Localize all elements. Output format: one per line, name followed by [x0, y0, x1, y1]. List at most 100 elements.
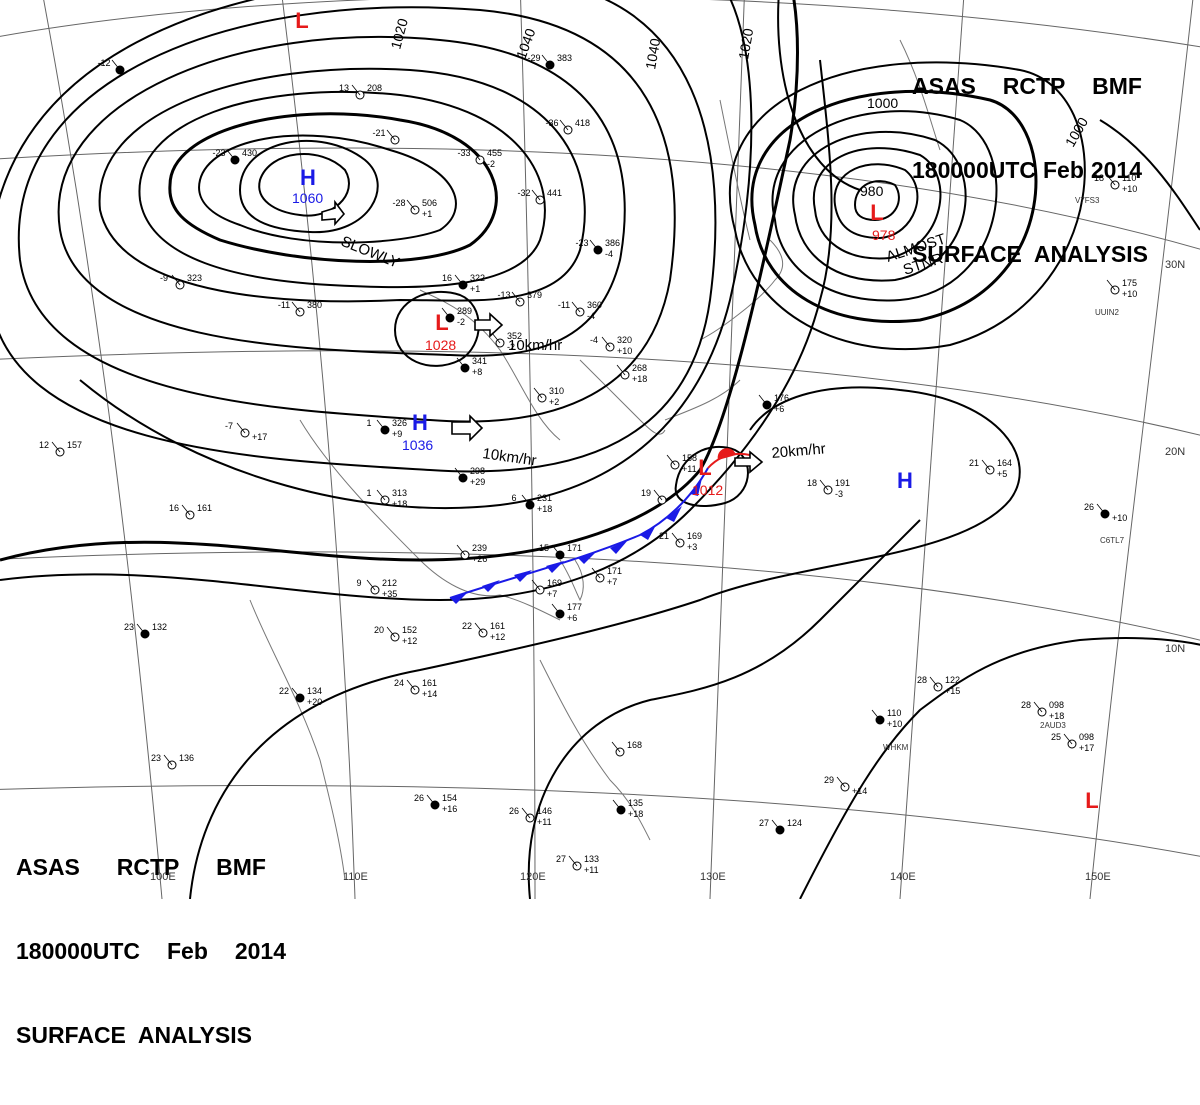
longitude-label-130E: 130E: [700, 871, 726, 883]
header-bottom-year: 2014: [234, 938, 286, 964]
station-temperature: -29: [527, 53, 540, 63]
isobar-1044: [138, 90, 546, 289]
wind-barb: [386, 626, 396, 638]
station-tendency: -2: [487, 159, 495, 169]
station-temperature: 13: [339, 83, 349, 93]
wind-barb: [616, 364, 626, 376]
station-pressure: 322: [470, 273, 485, 283]
wind-barb: [601, 336, 611, 348]
arrow-high-1036: [451, 414, 484, 442]
isobar-label-1020: 1020: [387, 16, 411, 50]
station-plot: 20 152+12: [374, 625, 417, 646]
station-tendency: +6: [774, 404, 784, 414]
station-tendency: +3: [687, 542, 697, 552]
header-bottom-line3: SURFACE ANALYSIS: [16, 1021, 286, 1049]
header-top-station: RCTP: [1002, 73, 1066, 99]
wind-barb: [491, 332, 501, 344]
wind-barb: [1063, 733, 1073, 745]
meridian-110e: [281, 0, 356, 900]
wind-barb: [441, 307, 451, 319]
latitude-label-30N: 30N: [1165, 259, 1185, 271]
wind-barb: [454, 467, 464, 479]
station-plot: 1 326+9: [366, 418, 407, 439]
wind-barb: [386, 129, 396, 141]
isobar-1004: [728, 61, 1086, 350]
parallel-40n: [0, 0, 1200, 48]
wind-barb: [521, 494, 531, 506]
station-temperature: 12: [39, 440, 49, 450]
station-plot: 16 322+1: [442, 273, 485, 294]
station-tendency: +10: [617, 346, 632, 356]
header-bottom-code: BMF: [216, 854, 266, 880]
ship-callsign: 2AUD3: [1040, 721, 1066, 730]
station-plot: 15 171: [539, 543, 582, 560]
isobar-1016: [0, 59, 833, 602]
station-tendency: +1: [470, 284, 480, 294]
station-temperature: -21: [372, 128, 385, 138]
station-pressure: 124: [787, 818, 802, 828]
station-plot: -11 360-4: [558, 300, 602, 321]
wind-barb: [454, 274, 464, 286]
station-tendency: +18: [537, 504, 552, 514]
station-plot: 18 110+10: [1094, 173, 1137, 194]
coast-sakhalin: [719, 99, 751, 241]
isobar-1020: [0, 0, 799, 562]
isobar-1060: [258, 153, 350, 217]
station-pressure: 341: [472, 356, 487, 366]
isobar-1052: [198, 134, 457, 244]
wind-barb: [51, 441, 61, 453]
station-pressure: 418: [575, 118, 590, 128]
wind-barb: [589, 239, 599, 251]
station-pressure: 239: [472, 543, 487, 553]
longitude-label-140E: 140E: [890, 871, 916, 883]
station-temperature: 27: [556, 854, 566, 864]
station-pressure: 161: [490, 621, 505, 631]
pressure-center-symbol-l: L: [1085, 788, 1098, 813]
station-tendency: -2: [457, 317, 465, 327]
cold-front-triangles: [450, 478, 702, 604]
longitude-label-150E: 150E: [1085, 871, 1111, 883]
station-pressure: 380: [307, 300, 322, 310]
station-plot: 158+11: [666, 453, 697, 474]
station-plot: 310+2: [533, 386, 564, 407]
station-temperature: 28: [917, 675, 927, 685]
wind-barb: [1106, 174, 1116, 186]
ship-callsign: UUIN2: [1095, 308, 1120, 317]
ship-callsign: C6TL7: [1100, 536, 1125, 545]
wind-barb: [758, 394, 768, 406]
wind-barb: [171, 274, 181, 286]
station-temperature: 9: [356, 578, 361, 588]
station-temperature: 6: [511, 493, 516, 503]
station-plot: -28 506+1: [392, 198, 437, 219]
coast-japan-honshu: [699, 239, 784, 341]
wind-barb: [291, 687, 301, 699]
header-bottom-line1: ASAS RCTP BMF: [16, 853, 266, 881]
station-tendency: +17: [252, 432, 267, 442]
longitude-label-110E: 110E: [343, 871, 368, 883]
station-pressure: 098: [1079, 732, 1094, 742]
longitude-label-120E: 120E: [520, 871, 546, 883]
station-plot: 9 212+35: [356, 578, 397, 599]
fronts: [449, 448, 751, 604]
station-plot: 28 122+15: [917, 675, 960, 696]
pressure-center-value: 1012: [692, 482, 723, 498]
station-plot: 22 161+12: [462, 621, 505, 642]
motion-arrows: [321, 199, 764, 474]
station-pressure: 231: [537, 493, 552, 503]
latitude-label-10N: 10N: [1165, 643, 1185, 655]
station-temperature: -13: [497, 290, 510, 300]
station-pressure: 298: [470, 466, 485, 476]
parallel-30n: [0, 147, 1200, 250]
station-plot: 24 161+14: [394, 678, 437, 699]
wind-barb: [456, 544, 466, 556]
header-bottom-month: Feb: [166, 938, 208, 964]
isobar-1008: [527, 519, 921, 900]
parallel-20n: [0, 350, 1200, 436]
isobar-1008-north: [777, 0, 861, 191]
pressure-center-value: 1036: [402, 437, 433, 453]
warm-front-semicircle: [717, 448, 736, 460]
coast-philippines: [539, 659, 651, 841]
station-plot: 352-2: [491, 331, 522, 352]
station-tendency: +6: [567, 613, 577, 623]
